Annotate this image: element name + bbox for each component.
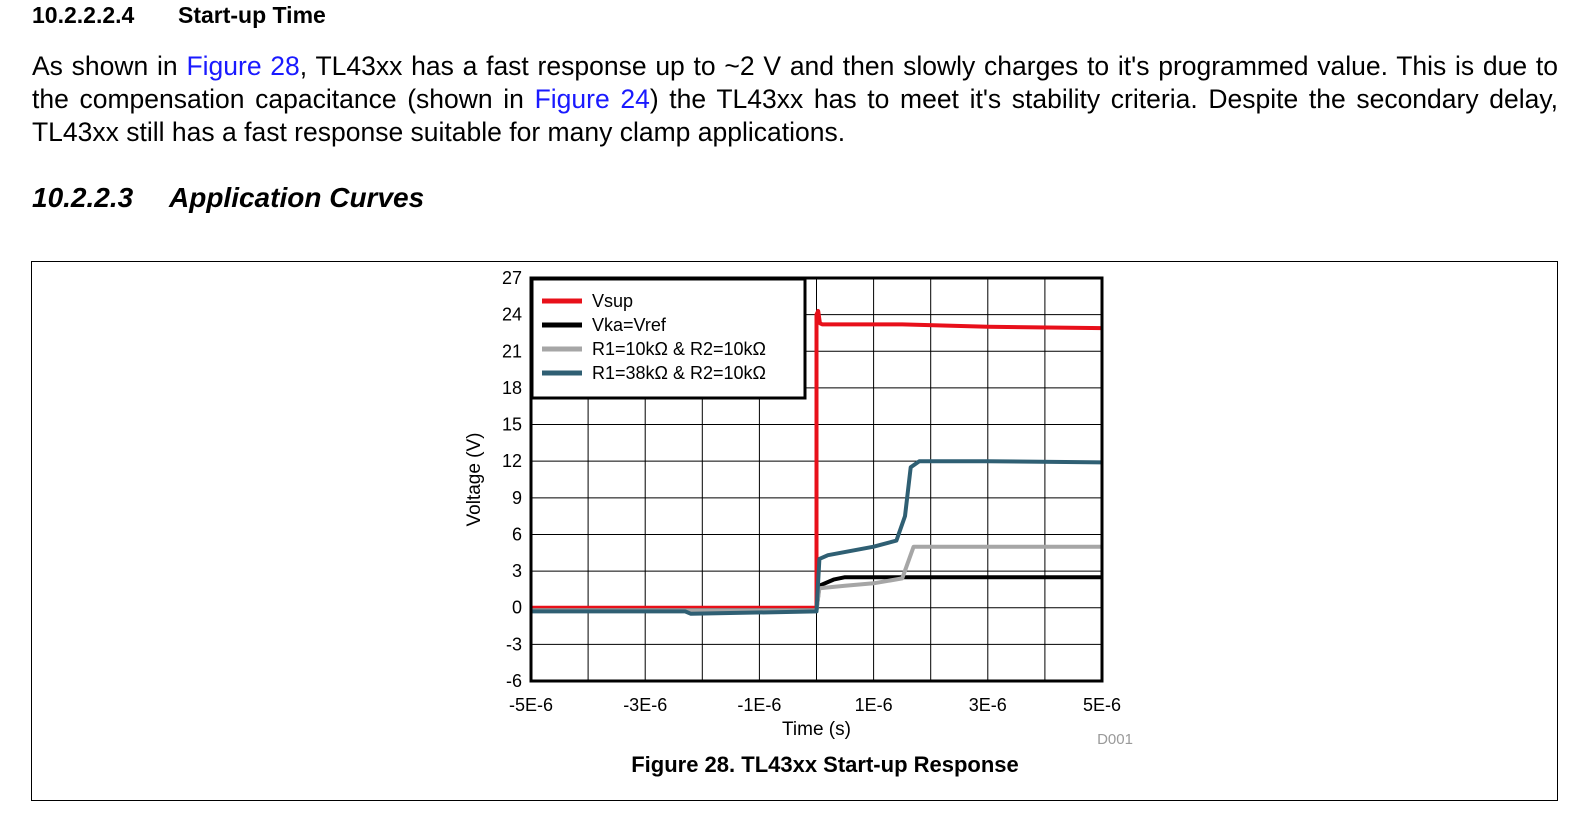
series-line-r1-38k-r2-10k <box>531 459 1103 616</box>
figure-24-link[interactable]: Figure 24 <box>534 84 650 114</box>
x-tick-label: -3E-6 <box>623 695 667 715</box>
x-axis-label: Time (s) <box>782 719 851 740</box>
paragraph-text-3: ) the TL43xx has to meet it's stability … <box>32 84 1558 147</box>
chart-series <box>531 309 1103 616</box>
x-tick-label: -1E-6 <box>737 695 781 715</box>
legend-label: R1=10kΩ & R2=10kΩ <box>592 339 766 359</box>
section-title: Start-up Time <box>178 2 326 28</box>
figure-28-link[interactable]: Figure 28 <box>186 51 300 81</box>
y-tick-label: 3 <box>512 561 522 581</box>
section-title: Application Curves <box>169 182 425 213</box>
section-number: 10.2.2.2.4 <box>32 2 135 28</box>
y-tick-label: 12 <box>502 451 522 471</box>
y-tick-label: -6 <box>506 671 522 691</box>
y-axis-label: Voltage (V) <box>464 433 485 527</box>
y-tick-label: 15 <box>502 415 522 435</box>
x-tick-label: -5E-6 <box>509 695 553 715</box>
y-tick-label: 18 <box>502 378 522 398</box>
legend-label: Vsup <box>592 291 633 311</box>
figure-id-tag: D001 <box>1097 731 1133 748</box>
y-tick-label: 0 <box>512 598 522 618</box>
paragraph-text-1: As shown in <box>32 51 187 81</box>
legend-label: R1=38kΩ & R2=10kΩ <box>592 363 766 383</box>
figure-frame <box>31 261 1558 801</box>
y-tick-label: 9 <box>512 488 522 508</box>
x-tick-label: 1E-6 <box>855 695 893 715</box>
axis-ticks: 27 24 21 18 15 12 9 6 3 0 -3 -6 -5E-6 -3E-6 -1E-6 1E-6 3… <box>502 268 1121 715</box>
section-heading-start-up-time: 10.2.2.2.4 Start-up Time <box>32 2 326 29</box>
figure-caption: Figure 28. TL43xx Start-up Response <box>631 752 1019 777</box>
y-tick-label: -3 <box>506 634 522 654</box>
section-number: 10.2.2.3 <box>32 182 134 213</box>
paragraph-text-2: , TL43xx has a fast response up to ~2 V … <box>32 51 1559 114</box>
legend-label: Vka=Vref <box>592 315 667 335</box>
section-heading-application-curves: 10.2.2.3 Application Curves <box>32 182 424 214</box>
series-line-vsup <box>531 309 1103 610</box>
body-paragraph: As shown in Figure 28, TL43xx has a fast… <box>32 50 1558 149</box>
chart-legend: Vsup Vka=Vref R1=10kΩ & R2=10kΩ R1=38kΩ & R… <box>530 277 807 400</box>
y-tick-label: 24 <box>502 305 522 325</box>
y-tick-label: 21 <box>502 341 522 361</box>
y-tick-label: 6 <box>512 524 522 544</box>
x-tick-label: 5E-6 <box>1083 695 1121 715</box>
plot-area-border <box>529 276 1104 683</box>
x-tick-label: 3E-6 <box>969 695 1007 715</box>
y-tick-label: 27 <box>502 268 522 288</box>
